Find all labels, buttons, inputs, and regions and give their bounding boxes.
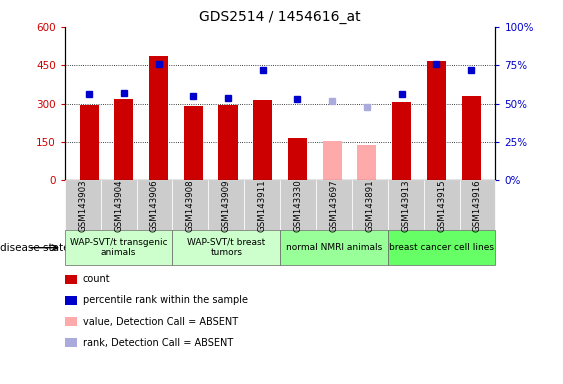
Text: GSM143891: GSM143891: [365, 179, 374, 232]
Bar: [427, 61, 446, 180]
Bar: [358, 145, 377, 180]
Text: percentile rank within the sample: percentile rank within the sample: [83, 295, 248, 306]
Text: GSM143330: GSM143330: [293, 179, 302, 232]
Text: GSM143915: GSM143915: [437, 179, 446, 232]
Text: rank, Detection Call = ABSENT: rank, Detection Call = ABSENT: [83, 338, 233, 348]
Text: WAP-SVT/t breast
tumors: WAP-SVT/t breast tumors: [187, 238, 265, 257]
Text: GSM143697: GSM143697: [329, 179, 338, 232]
Bar: [253, 100, 272, 180]
Text: breast cancer cell lines: breast cancer cell lines: [389, 243, 494, 252]
Bar: [114, 99, 133, 180]
Text: GSM143904: GSM143904: [114, 179, 123, 232]
Bar: [462, 96, 481, 180]
Text: value, Detection Call = ABSENT: value, Detection Call = ABSENT: [83, 316, 238, 327]
Text: GSM143903: GSM143903: [78, 179, 87, 232]
Bar: [149, 56, 168, 180]
Text: count: count: [83, 274, 110, 285]
Bar: [79, 105, 99, 180]
Text: GSM143913: GSM143913: [401, 179, 410, 232]
Title: GDS2514 / 1454616_at: GDS2514 / 1454616_at: [199, 10, 361, 25]
Text: normal NMRI animals: normal NMRI animals: [286, 243, 382, 252]
Text: GSM143909: GSM143909: [222, 179, 231, 232]
Text: WAP-SVT/t transgenic
animals: WAP-SVT/t transgenic animals: [70, 238, 167, 257]
Bar: [392, 103, 411, 180]
Text: GSM143906: GSM143906: [150, 179, 159, 232]
Bar: [288, 138, 307, 180]
Text: GSM143916: GSM143916: [473, 179, 482, 232]
Text: GSM143908: GSM143908: [186, 179, 195, 232]
Bar: [323, 141, 342, 180]
Text: GSM143911: GSM143911: [258, 179, 267, 232]
Bar: [218, 105, 238, 180]
Text: disease state: disease state: [0, 243, 69, 253]
Bar: [184, 106, 203, 180]
